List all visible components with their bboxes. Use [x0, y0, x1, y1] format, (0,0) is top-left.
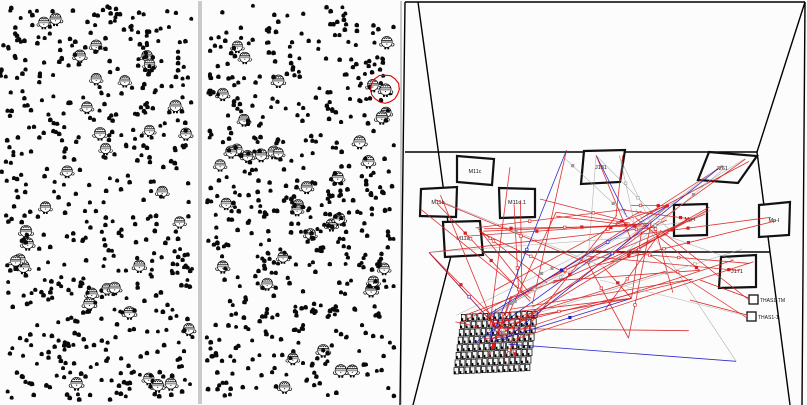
svg-text:THAS1-TM: THAS1-TM [760, 298, 785, 304]
svg-text:M11d.1: M11d.1 [508, 200, 526, 206]
svg-text:THAS1-1: THAS1-1 [758, 315, 779, 321]
svg-text:M11c: M11c [468, 169, 481, 175]
